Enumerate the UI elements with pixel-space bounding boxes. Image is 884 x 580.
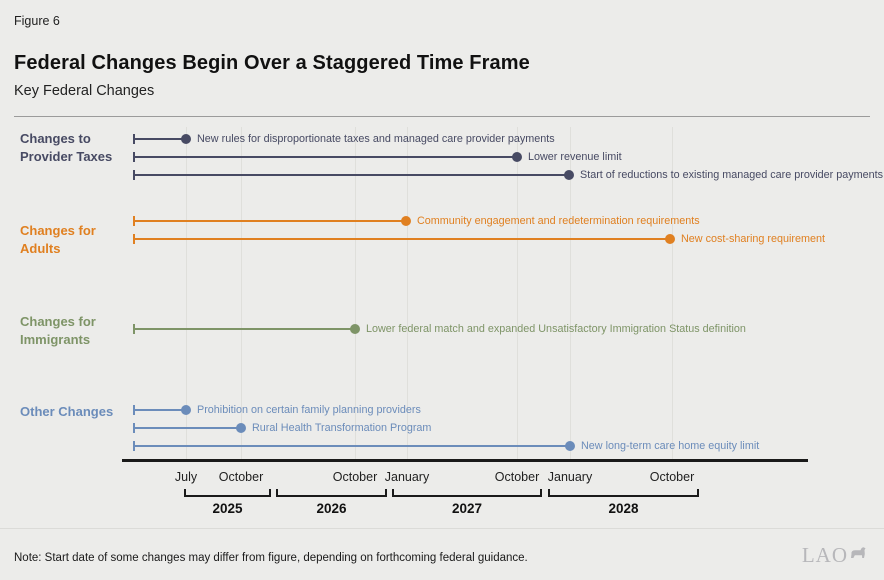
event-dot [401,216,411,226]
event-dot [181,134,191,144]
event-dot [236,423,246,433]
event-label: New cost-sharing requirement [681,233,826,245]
timeline-group-label: Changes to Provider Taxes [20,131,113,164]
year-label: 2028 [608,501,639,516]
lao-logo-text: LAO [801,543,848,567]
timeline-group-label: Other Changes [20,404,114,419]
gridline [241,127,242,460]
event-label: Rural Health Transformation Program [252,422,432,434]
lao-logo: LAO [802,543,866,568]
event-dot [350,324,360,334]
timeline-start-tick [133,234,135,244]
timeline-line [134,328,355,330]
event-label: Community engagement and redetermination… [417,215,700,227]
timeline-group-label: Changes for Immigrants [20,314,96,347]
bear-icon [848,543,866,568]
timeline-line [134,427,241,429]
event-dot [564,170,574,180]
gridline [570,127,571,460]
event-label: Start of reductions to existing managed … [580,169,884,181]
timeline-start-tick [133,423,135,433]
timeline-line [134,220,406,222]
axis-tick-label: October [649,470,695,484]
timeline-line [134,138,186,140]
x-axis-line [122,459,808,462]
year-bracket [548,489,699,497]
timeline-group-label: Changes for Adults [20,223,96,256]
axis-tick-label: October [218,470,264,484]
timeline-start-tick [133,152,135,162]
year-label: 2026 [316,501,347,516]
axis-tick-label: October [494,470,540,484]
timeline-start-tick [133,441,135,451]
event-label: Lower revenue limit [528,151,622,163]
axis-tick-label: October [332,470,378,484]
timeline-line [134,238,670,240]
timeline-line [134,156,517,158]
event-label: New long-term care home equity limit [581,440,760,452]
timeline-line [134,445,570,447]
timeline-start-tick [133,324,135,334]
header-divider [14,116,870,117]
timeline-start-tick [133,405,135,415]
year-bracket [184,489,271,497]
figure-note: Note: Start date of some changes may dif… [14,552,528,564]
gridline [186,127,187,460]
year-bracket [276,489,387,497]
timeline-line [134,409,186,411]
event-dot [181,405,191,415]
event-label: New rules for disproportionate taxes and… [197,133,555,145]
axis-tick-label: January [547,470,593,484]
year-bracket [392,489,542,497]
gridline [517,127,518,460]
timeline-start-tick [133,170,135,180]
figure-title: Federal Changes Begin Over a Staggered T… [14,52,530,74]
timeline-start-tick [133,216,135,226]
year-label: 2027 [451,501,483,516]
axis-tick-label: January [384,470,430,484]
event-label: Lower federal match and expanded Unsatis… [366,323,746,335]
event-dot [565,441,575,451]
gridline [672,127,673,460]
timeline-start-tick [133,134,135,144]
gridline [407,127,408,460]
year-label: 2025 [212,501,243,516]
event-label: Prohibition on certain family planning p… [197,404,421,416]
axis-tick-label: July [174,470,198,484]
figure-subtitle: Key Federal Changes [14,83,155,99]
event-dot [665,234,675,244]
footer-divider [0,528,884,529]
figure-number: Figure 6 [14,14,60,28]
event-dot [512,152,522,162]
timeline-line [134,174,569,176]
gridline [355,127,356,460]
